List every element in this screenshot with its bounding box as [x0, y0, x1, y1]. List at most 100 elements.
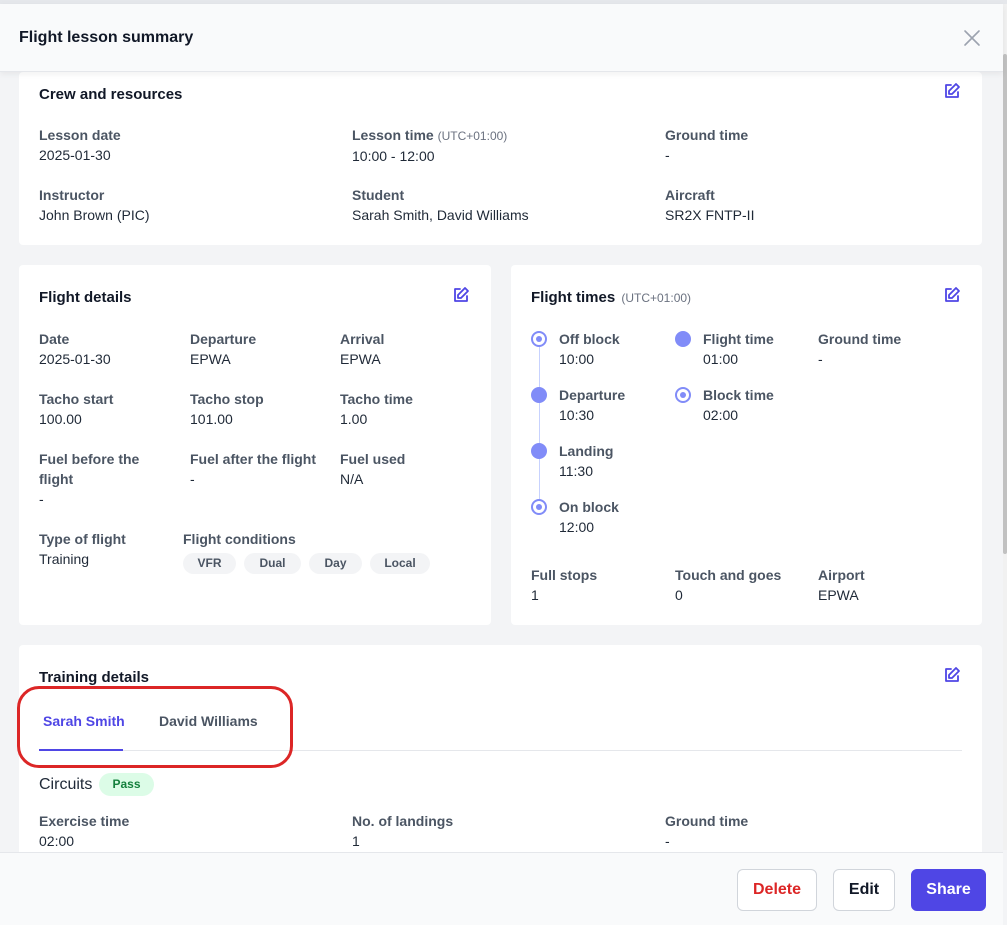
tacho-start-label: Tacho start — [39, 391, 114, 407]
lesson-time-label: Lesson time — [352, 127, 434, 143]
status-badge: Pass — [99, 773, 154, 796]
tacho-time-label: Tacho time — [340, 391, 413, 407]
flight-times-title-wrap: Flight times (UTC+01:00) — [531, 289, 691, 306]
flight-time-field: Flight time 01:00 — [703, 329, 774, 369]
flight-time-value: 01:00 — [703, 351, 739, 367]
condition-chip-vfr: VFR — [183, 553, 236, 574]
touch-and-goes-value: 0 — [675, 587, 683, 603]
landing-label: Landing — [559, 443, 614, 459]
instructor-label: Instructor — [39, 187, 105, 203]
timeline-landing: Landing 11:30 — [559, 441, 613, 481]
crew-resources-card: Crew and resources Lesson date 2025-01-3… — [19, 72, 982, 245]
lesson-date-field: Lesson date 2025-01-30 — [39, 125, 121, 165]
airport-label: Airport — [818, 567, 865, 583]
timeline-departure-value: 10:30 — [559, 407, 595, 423]
departure-dot-icon — [531, 387, 547, 403]
lesson-date-label: Lesson date — [39, 127, 121, 143]
tacho-start-value: 100.00 — [39, 411, 82, 427]
departure-value: EPWA — [190, 351, 231, 367]
date-label: Date — [39, 331, 70, 347]
tab-david-williams[interactable]: David Williams — [159, 713, 258, 729]
condition-chip-local: Local — [370, 553, 430, 574]
landings-field: No. of landings 1 — [352, 811, 453, 851]
flight-times-timezone: (UTC+01:00) — [621, 291, 692, 305]
landing-dot-icon — [531, 443, 547, 459]
condition-chip-day: Day — [309, 553, 362, 574]
condition-chip-dual: Dual — [244, 553, 301, 574]
share-button[interactable]: Share — [911, 869, 986, 911]
airport-field: Airport EPWA — [818, 565, 865, 605]
landing-value: 11:30 — [559, 463, 593, 479]
fuel-used-value: N/A — [340, 471, 364, 487]
timeline-on-block: On block 12:00 — [559, 497, 619, 537]
student-field: Student Sarah Smith, David Williams — [352, 185, 529, 225]
lesson-time-value: 10:00 - 12:00 — [352, 148, 435, 164]
scrollbar-thumb[interactable] — [1003, 54, 1007, 554]
edit-training-icon[interactable] — [943, 666, 961, 684]
arrival-value: EPWA — [340, 351, 381, 367]
flight-details-card: Flight details Date 2025-01-30 Departure… — [19, 265, 491, 625]
fuel-before-field: Fuel before the flight - — [39, 449, 139, 509]
tacho-start-field: Tacho start 100.00 — [39, 389, 113, 429]
times-ground-time-label: Ground time — [818, 331, 902, 347]
lesson-time-field: Lesson time (UTC+01:00) 10:00 - 12:00 — [352, 125, 507, 166]
instructor-value: John Brown (PIC) — [39, 207, 150, 223]
block-time-value: 02:00 — [703, 407, 739, 423]
exercise-name: Circuits — [39, 776, 93, 793]
instructor-field: Instructor John Brown (PIC) — [39, 185, 149, 225]
student-value: Sarah Smith, David Williams — [352, 207, 529, 223]
fuel-used-field: Fuel used N/A — [340, 449, 405, 489]
edit-crew-icon[interactable] — [943, 82, 961, 100]
dialog-title: Flight lesson summary — [19, 29, 194, 46]
exercise-ground-time-field: Ground time - — [665, 811, 748, 851]
arrival-label: Arrival — [340, 331, 385, 347]
tacho-stop-field: Tacho stop 101.00 — [190, 389, 264, 429]
full-stops-label: Full stops — [531, 567, 598, 583]
exercise-time-label: Exercise time — [39, 813, 130, 829]
times-ground-time-field: Ground time - — [818, 329, 901, 369]
tacho-stop-label: Tacho stop — [190, 391, 264, 407]
timeline-off-block: Off block 10:00 — [559, 329, 620, 369]
off-block-dot-icon — [531, 331, 547, 347]
type-of-flight-label: Type of flight — [39, 531, 126, 547]
departure-field: Departure EPWA — [190, 329, 256, 369]
airport-value: EPWA — [818, 587, 859, 603]
edit-button[interactable]: Edit — [833, 869, 895, 911]
tacho-stop-value: 101.00 — [190, 411, 233, 427]
date-field: Date 2025-01-30 — [39, 329, 111, 369]
crew-resources-title: Crew and resources — [39, 86, 183, 103]
edit-flight-details-icon[interactable] — [452, 286, 470, 304]
tab-sarah-smith[interactable]: Sarah Smith — [43, 713, 125, 729]
exercise-time-value: 02:00 — [39, 833, 75, 849]
block-time-dot-icon — [675, 387, 691, 403]
departure-label: Departure — [190, 331, 257, 347]
crew-ground-time-label: Ground time — [665, 127, 749, 143]
delete-button[interactable]: Delete — [737, 869, 817, 911]
close-icon[interactable] — [962, 28, 982, 48]
flight-times-title: Flight times — [531, 289, 616, 306]
fuel-after-label: Fuel after the flight — [190, 451, 316, 467]
lesson-time-timezone: (UTC+01:00) — [437, 129, 508, 143]
active-tab-indicator — [39, 749, 123, 751]
timeline-departure-label: Departure — [559, 387, 626, 403]
timeline-line — [539, 339, 540, 507]
aircraft-value: SR2X FNTP-II — [665, 207, 755, 223]
block-time-label: Block time — [703, 387, 774, 403]
touch-and-goes-label: Touch and goes — [675, 567, 782, 583]
exercise-ground-time-label: Ground time — [665, 813, 749, 829]
fuel-after-value: - — [190, 471, 195, 487]
student-label: Student — [352, 187, 405, 203]
arrival-field: Arrival EPWA — [340, 329, 384, 369]
exercise-time-field: Exercise time 02:00 — [39, 811, 129, 851]
fuel-before-label-line1: Fuel before the — [39, 451, 140, 467]
crew-ground-time-field: Ground time - — [665, 125, 748, 165]
dialog-footer: Delete Edit Share — [0, 852, 1003, 925]
fuel-before-value: - — [39, 491, 44, 507]
training-details-title: Training details — [39, 669, 150, 686]
on-block-dot-icon — [531, 499, 547, 515]
training-details-card: Training details Sarah Smith David Willi… — [19, 645, 982, 852]
landings-label: No. of landings — [352, 813, 454, 829]
edit-flight-times-icon[interactable] — [943, 286, 961, 304]
block-time-field: Block time 02:00 — [703, 385, 774, 425]
aircraft-label: Aircraft — [665, 187, 715, 203]
